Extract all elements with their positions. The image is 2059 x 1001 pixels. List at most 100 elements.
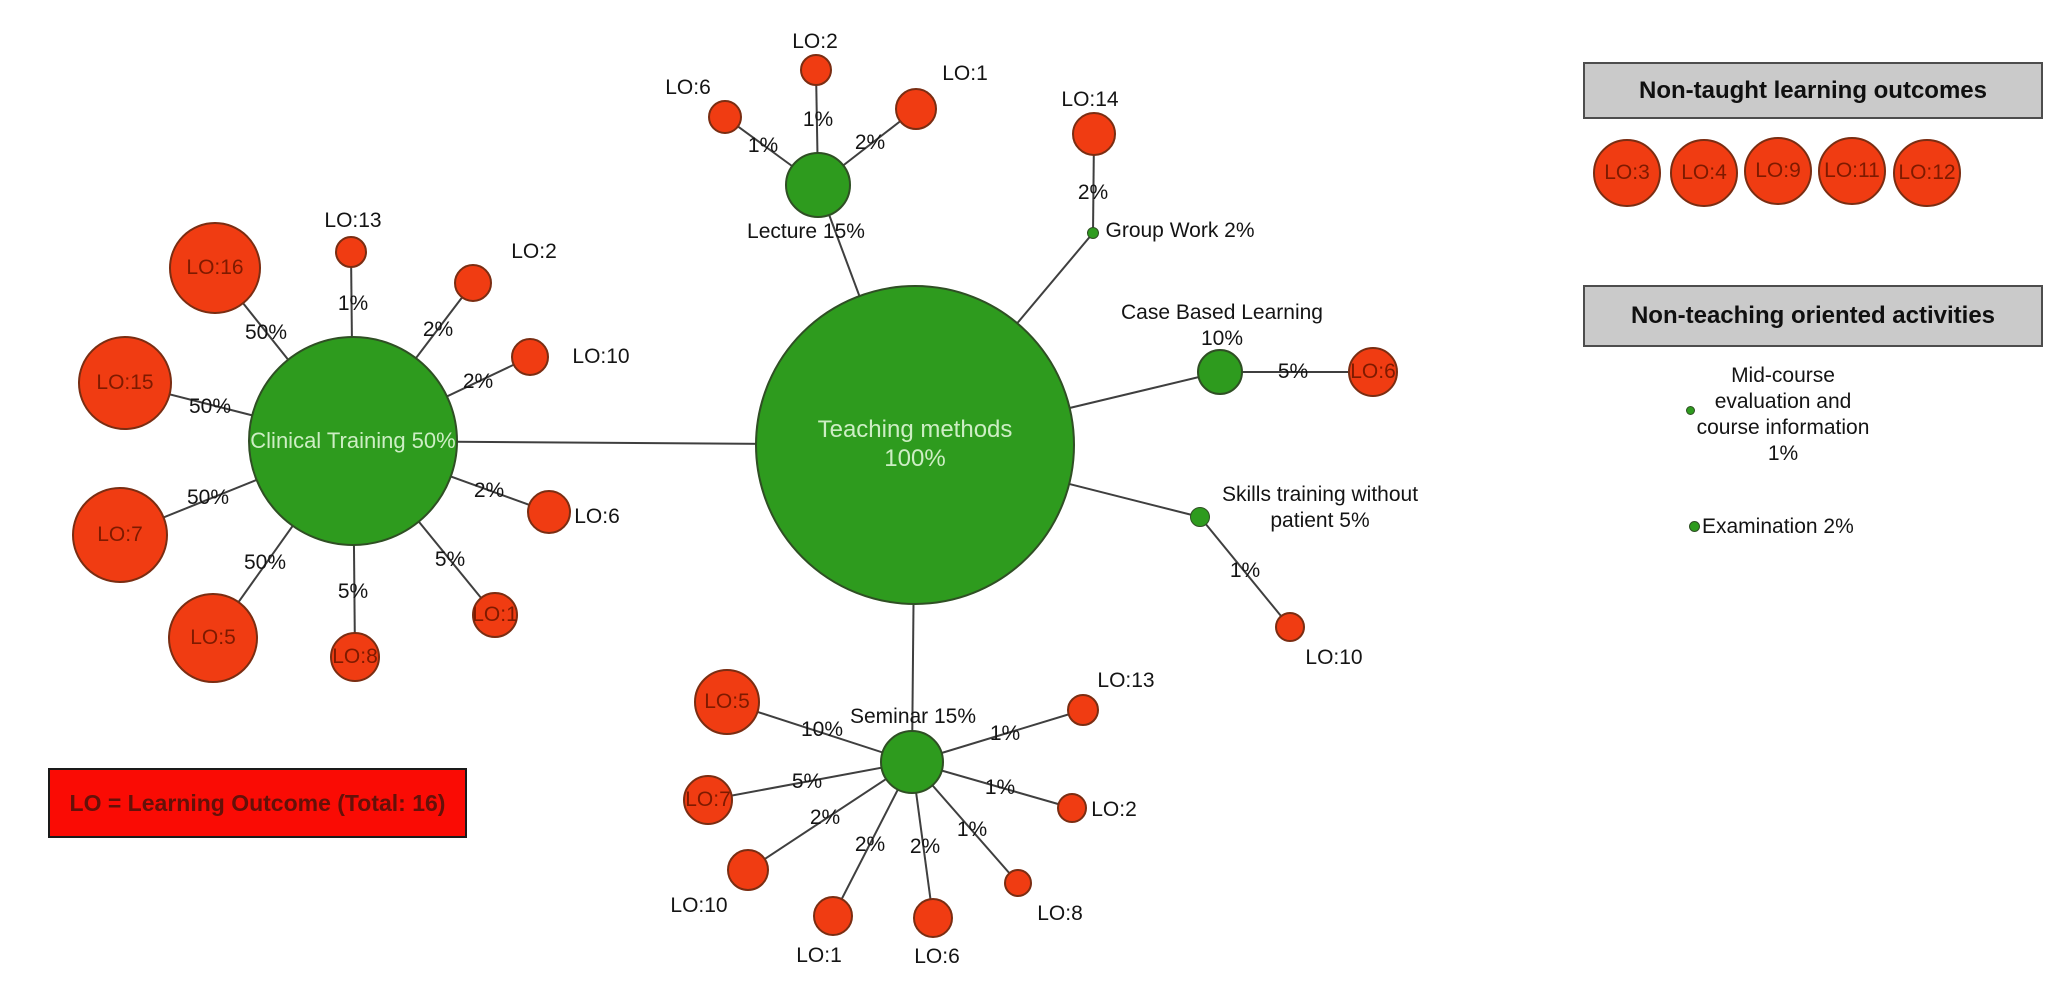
edge-percent-label: 2% [854,833,886,856]
outcome-node-m8 [1004,869,1032,897]
method-node-teaching: Teaching methods 100% [755,285,1075,605]
non-taught-outcomes-header: Non-taught learning outcomes [1583,62,2043,119]
node-label-m7: LO:7 [685,788,731,812]
node-label-c15: LO:15 [96,371,154,395]
outcome-node-n3: LO:3 [1593,139,1661,207]
node-label-c5: LO:5 [190,626,236,650]
node-label-n9: LO:9 [1755,159,1801,183]
node-label-m5: LO:5 [704,690,750,714]
node-label-s10: LO:10 [1305,645,1363,669]
method-node-lecture [785,152,851,218]
method-node-seminar [880,730,944,794]
node-label-n3: LO:3 [1604,161,1650,185]
node-label-c10: LO:10 [572,344,630,368]
outcome-node-l2 [800,54,832,86]
edge-percent-label: 5% [434,548,466,571]
non-teaching-activities-title: Non-teaching oriented activities [1630,302,1996,329]
method-node-groupwork [1087,227,1099,239]
node-label-lecture: Lecture 15% [747,219,865,243]
outcome-node-n9: LO:9 [1744,137,1812,205]
node-label-n4: LO:4 [1681,161,1727,185]
node-label-l2: LO:2 [792,29,838,53]
edge-percent-label: 1% [337,292,369,315]
node-label-m13: LO:13 [1097,668,1155,692]
learning-outcome-note-box: LO = Learning Outcome (Total: 16) [48,768,467,838]
outcome-node-n11: LO:11 [1818,137,1886,205]
node-label-m8: LO:8 [1037,901,1083,925]
edge-percent-label: 2% [854,131,886,154]
outcome-node-m7: LO:7 [683,775,733,825]
outcome-node-m5: LO:5 [694,669,760,735]
edge-percent-label: 2% [1077,181,1109,204]
node-label-c7: LO:7 [97,523,143,547]
node-label-m6: LO:6 [914,944,960,968]
examination-dot [1689,521,1700,532]
node-label-seminar: Seminar 15% [849,704,977,728]
outcome-node-c6 [527,490,571,534]
node-label-c1: LO:1 [472,603,518,627]
node-label-c13: LO:13 [324,208,382,232]
outcome-node-m1 [813,896,853,936]
node-label-g14: LO:14 [1061,87,1119,111]
outcome-node-m10 [727,849,769,891]
edge-percent-label: 5% [791,770,823,793]
outcome-node-m2 [1057,793,1087,823]
outcome-node-c5: LO:5 [168,593,258,683]
non-teaching-activities-header: Non-teaching oriented activities [1583,285,2043,347]
mid-course-evaluation-label: Mid-course evaluation and course informa… [1696,364,1870,465]
outcome-node-l6 [708,100,742,134]
edge-line-seminar-m7 [707,761,913,801]
outcome-node-m13 [1067,694,1099,726]
outcome-node-m6 [913,898,953,938]
learning-outcome-note-text: LO = Learning Outcome (Total: 16) [69,789,446,816]
edge-percent-label: 2% [422,318,454,341]
outcome-node-c2 [454,264,492,302]
outcome-node-c16: LO:16 [169,222,261,314]
node-label-clinical: Clinical Training 50% [250,427,456,453]
edge-line-skills-s10 [1199,516,1291,628]
outcome-node-c1: LO:1 [472,592,518,638]
outcome-node-b6: LO:6 [1348,347,1398,397]
method-node-clinical: Clinical Training 50% [248,336,458,546]
node-label-c8: LO:8 [332,645,378,669]
edge-percent-label: 10% [800,718,844,741]
node-label-b6: LO:6 [1350,360,1396,384]
outcome-node-n4: LO:4 [1670,139,1738,207]
outcome-node-l1 [895,88,937,130]
outcome-node-c13 [335,236,367,268]
edge-percent-label: 1% [802,108,834,131]
non-taught-outcomes-title: Non-taught learning outcomes [1639,76,1987,104]
outcome-node-n12: LO:12 [1893,139,1961,207]
node-label-m10: LO:10 [670,893,728,917]
node-label-m2: LO:2 [1091,797,1137,821]
node-label-cbl: Case Based Learning 10% [1121,300,1323,350]
edge-percent-label: 5% [337,580,369,603]
edge-percent-label: 2% [909,835,941,858]
edge-percent-label: 5% [1277,360,1309,383]
edge-percent-label: 1% [1229,559,1261,582]
edge-percent-label: 50% [244,321,288,344]
edge-percent-label: 1% [984,776,1016,799]
outcome-node-c15: LO:15 [78,336,172,430]
edge-percent-label: 2% [473,479,505,502]
node-label-n11: LO:11 [1824,159,1880,183]
edge-percent-label: 1% [747,134,779,157]
outcome-node-g14 [1072,112,1116,156]
node-label-l6: LO:6 [665,75,711,99]
outcome-node-c7: LO:7 [72,487,168,583]
outcome-node-c8: LO:8 [330,632,380,682]
edge-percent-label: 1% [989,722,1021,745]
node-label-m1: LO:1 [796,943,842,967]
method-node-cbl [1197,349,1243,395]
node-label-l1: LO:1 [942,61,988,85]
mid-course-evaluation-dot [1686,406,1695,415]
node-label-c2: LO:2 [511,239,557,263]
examination-label: Examination 2% [1702,515,1854,538]
edge-percent-label: 50% [243,551,287,574]
edge-percent-label: 50% [188,395,232,418]
node-label-c16: LO:16 [186,256,244,280]
edge-percent-label: 50% [186,486,230,509]
method-node-skills [1190,507,1210,527]
node-label-groupwork: Group Work 2% [1105,218,1255,242]
